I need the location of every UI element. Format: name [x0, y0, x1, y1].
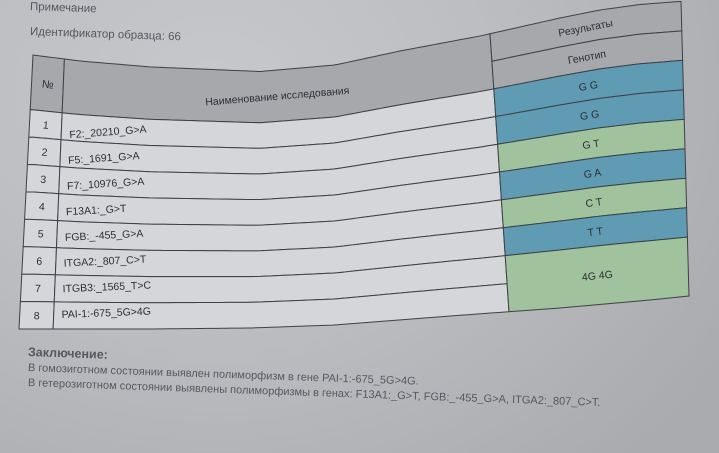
svg-text:G A: G A [583, 167, 602, 181]
svg-text:C T: C T [585, 196, 604, 210]
svg-text:7: 7 [35, 283, 41, 295]
svg-text:5: 5 [37, 228, 44, 240]
svg-text:3: 3 [40, 174, 47, 186]
svg-text:4: 4 [39, 201, 46, 213]
svg-text:T T: T T [587, 225, 604, 239]
svg-text:8: 8 [34, 310, 40, 322]
svg-text:2: 2 [41, 147, 48, 159]
svg-text:№: № [41, 78, 54, 91]
svg-text:6: 6 [36, 256, 42, 268]
